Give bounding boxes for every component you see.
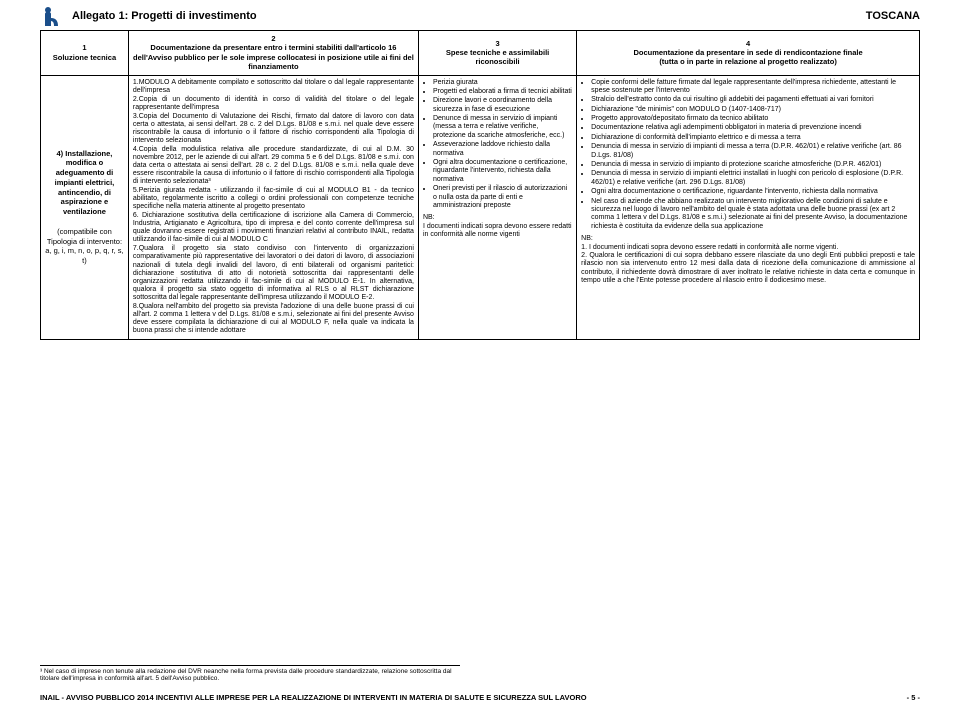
list-item: Asseverazione laddove richiesto dalla no… [433, 141, 572, 158]
doc-pre-list: 1.MODULO A debitamente compilato e sotto… [133, 79, 414, 335]
list-item: 7.Qualora il progetto sia stato condivis… [133, 245, 414, 301]
cell-solution: 4) Installazione, modifica o adeguamento… [41, 75, 129, 339]
list-item: 1.MODULO A debitamente compilato e sotto… [133, 79, 414, 95]
col-header-4: 4 Documentazione da presentare in sede d… [577, 31, 920, 76]
col-header-1: 1 Soluzione tecnica [41, 31, 129, 76]
list-item: Denuncia di messa in servizio di impiant… [591, 143, 915, 160]
cell-doc-final: Copie conformi delle fatture firmate dal… [577, 75, 920, 339]
footer-left: INAIL - AVVISO PUBBLICO 2014 INCENTIVI A… [40, 693, 587, 702]
list-item: Denuncia di messa in servizio di impiant… [591, 170, 915, 187]
solution-main: 4) Installazione, modifica o adeguamento… [55, 149, 115, 217]
inail-logo-icon [40, 4, 64, 28]
footnote: ³ Nel caso di imprese non tenute alla re… [40, 665, 460, 682]
col-header-2: 2 Documentazione da presentare entro i t… [128, 31, 418, 76]
list-item: Oneri previsti per il rilascio di autori… [433, 185, 572, 210]
list-item: Dichiarazione "de minimis" con MODULO D … [591, 106, 915, 114]
list-item: Denuncia di messa in servizio di impiant… [591, 161, 915, 169]
main-table-wrap: 1 Soluzione tecnica 2 Documentazione da … [0, 30, 960, 340]
cell-expenses: Perizia giurataProgetti ed elaborati a f… [418, 75, 576, 339]
col-header-3: 3 Spese tecniche e assimilabili riconosc… [418, 31, 576, 76]
list-item: Documentazione relativa agli adempimenti… [591, 124, 915, 132]
list-item: Dichiarazione di conformità dell'impiant… [591, 134, 915, 142]
page-region: TOSCANA [866, 10, 920, 22]
expenses-nb: NB: I documenti indicati sopra devono es… [423, 214, 572, 239]
list-item: Progetti ed elaborati a firma di tecnici… [433, 88, 572, 96]
list-item: 2.Copia di un documento di identità in c… [133, 96, 414, 112]
list-item: Ogni altra documentazione o certificazio… [591, 188, 915, 196]
table-row: 4) Installazione, modifica o adeguamento… [41, 75, 920, 339]
doc-final-list: Copie conformi delle fatture firmate dal… [581, 79, 915, 232]
list-item: 6. Dichiarazione sostitutiva della certi… [133, 212, 414, 244]
doc-final-nb: NB: 1. I documenti indicati sopra devono… [581, 235, 915, 285]
page-title: Allegato 1: Progetti di investimento [72, 10, 866, 22]
list-item: 3.Copia del Documento di Valutazione dei… [133, 113, 414, 145]
solution-sub: (compatibile con Tipologia di intervento… [45, 227, 124, 266]
footer-right: - 5 - [907, 693, 920, 702]
list-item: Direzione lavori e coordinamento della s… [433, 97, 572, 114]
list-item: Copie conformi delle fatture firmate dal… [591, 79, 915, 96]
list-item: 5.Perizia giurata redatta - utilizzando … [133, 187, 414, 211]
table-header-row: 1 Soluzione tecnica 2 Documentazione da … [41, 31, 920, 76]
footer: INAIL - AVVISO PUBBLICO 2014 INCENTIVI A… [40, 693, 920, 702]
list-item: 8.Qualora nell'ambito del progetto sia p… [133, 303, 414, 335]
list-item: Stralcio dell'estratto conto da cui risu… [591, 96, 915, 104]
list-item: Ogni altra documentazione o certificazio… [433, 159, 572, 184]
header: Allegato 1: Progetti di investimento TOS… [0, 0, 960, 30]
expenses-list: Perizia giurataProgetti ed elaborati a f… [423, 79, 572, 211]
cell-doc-pre: 1.MODULO A debitamente compilato e sotto… [128, 75, 418, 339]
list-item: Progetto approvato/depositato firmato da… [591, 115, 915, 123]
list-item: 4.Copia della modulistica relativa alle … [133, 146, 414, 186]
list-item: Nel caso di aziende che abbiano realizza… [591, 198, 915, 232]
list-item: Denunce di messa in servizio di impianti… [433, 115, 572, 140]
main-table: 1 Soluzione tecnica 2 Documentazione da … [40, 30, 920, 340]
list-item: Perizia giurata [433, 79, 572, 87]
